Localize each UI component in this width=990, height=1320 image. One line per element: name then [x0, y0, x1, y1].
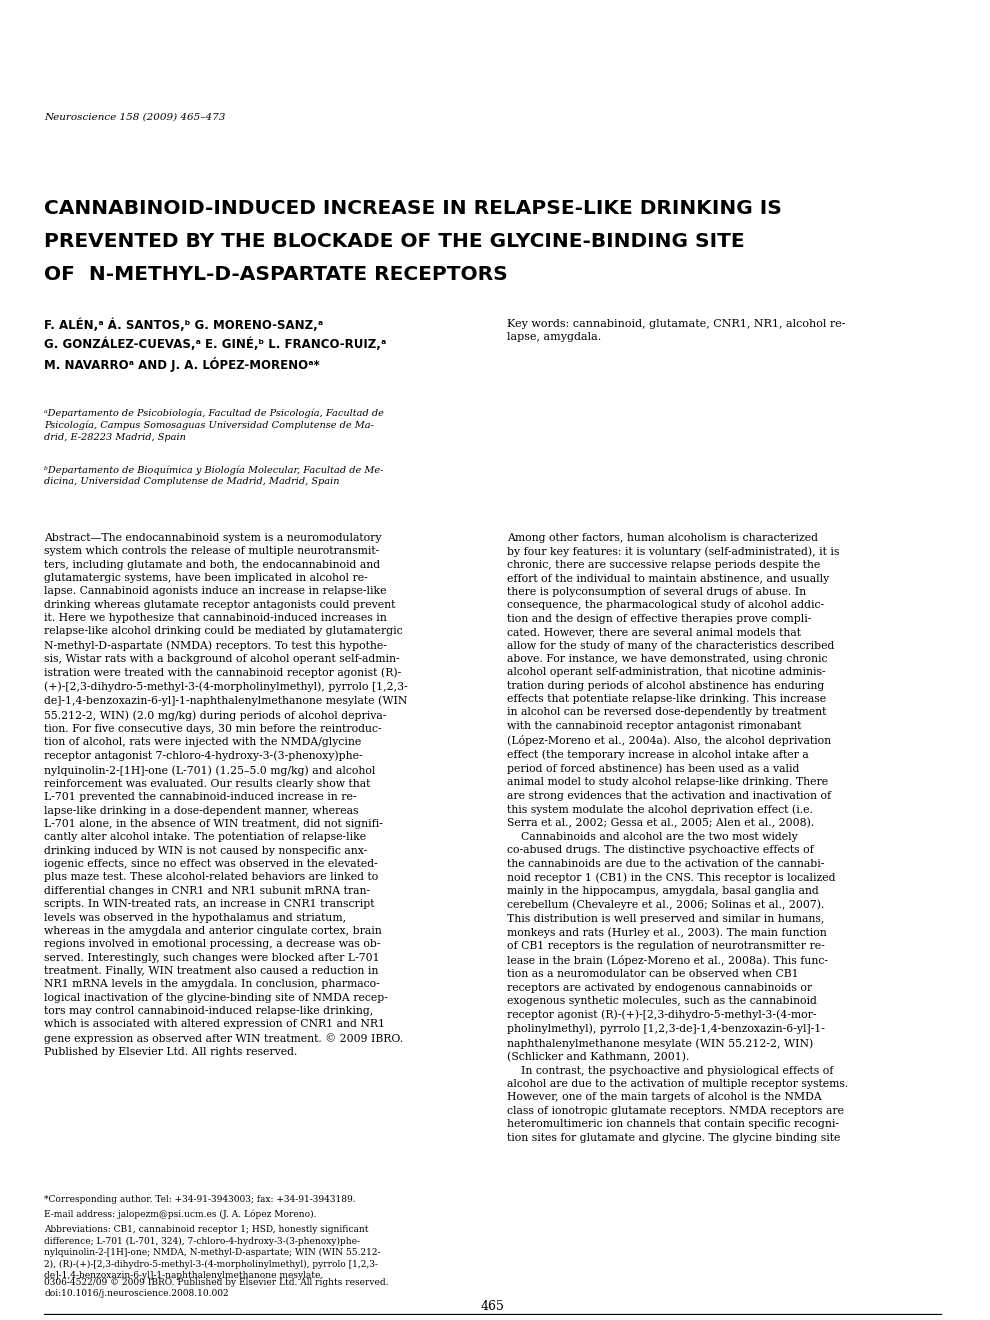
Text: Abbreviations: CB1, cannabinoid receptor 1; HSD, honestly significant
difference: Abbreviations: CB1, cannabinoid receptor… — [45, 1225, 381, 1280]
Text: *Corresponding author. Tel: +34-91-3943003; fax: +34-91-3943189.: *Corresponding author. Tel: +34-91-39430… — [45, 1196, 356, 1204]
Text: Neuroscience 158 (2009) 465–473: Neuroscience 158 (2009) 465–473 — [45, 112, 226, 121]
Text: Abstract—The endocannabinoid system is a neuromodulatory
system which controls t: Abstract—The endocannabinoid system is a… — [45, 533, 408, 1057]
Text: ᵇDepartamento de Bioquímica y Biología Molecular, Facultad de Me-
dicina, Univer: ᵇDepartamento de Bioquímica y Biología M… — [45, 465, 384, 487]
Text: 0306-4522/09 © 2009 IBRO. Published by Elsevier Ltd. All rights reserved.
doi:10: 0306-4522/09 © 2009 IBRO. Published by E… — [45, 1278, 389, 1299]
Text: OF  N-METHYL-D-ASPARTATE RECEPTORS: OF N-METHYL-D-ASPARTATE RECEPTORS — [45, 265, 508, 284]
Text: 465: 465 — [480, 1300, 504, 1313]
Text: E-mail address: jalopezm@psi.ucm.es (J. A. López Moreno).: E-mail address: jalopezm@psi.ucm.es (J. … — [45, 1209, 317, 1218]
Text: ᵃDepartamento de Psicobiología, Facultad de Psicología, Facultad de
Psicología, : ᵃDepartamento de Psicobiología, Facultad… — [45, 408, 384, 442]
Text: F. ALÉN,ᵃ Á. SANTOS,ᵇ G. MORENO-SANZ,ᵃ
G. GONZÁLEZ-CUEVAS,ᵃ E. GINÉ,ᵇ L. FRANCO-: F. ALÉN,ᵃ Á. SANTOS,ᵇ G. MORENO-SANZ,ᵃ G… — [45, 318, 386, 372]
Text: Among other factors, human alcoholism is characterized
by four key features: it : Among other factors, human alcoholism is… — [507, 533, 848, 1143]
Text: Key words: cannabinoid, glutamate, CNR1, NR1, alcohol re-
lapse, amygdala.: Key words: cannabinoid, glutamate, CNR1,… — [507, 318, 845, 342]
Text: PREVENTED BY THE BLOCKADE OF THE GLYCINE-BINDING SITE: PREVENTED BY THE BLOCKADE OF THE GLYCINE… — [45, 232, 744, 251]
Text: CANNABINOID-INDUCED INCREASE IN RELAPSE-LIKE DRINKING IS: CANNABINOID-INDUCED INCREASE IN RELAPSE-… — [45, 199, 782, 218]
